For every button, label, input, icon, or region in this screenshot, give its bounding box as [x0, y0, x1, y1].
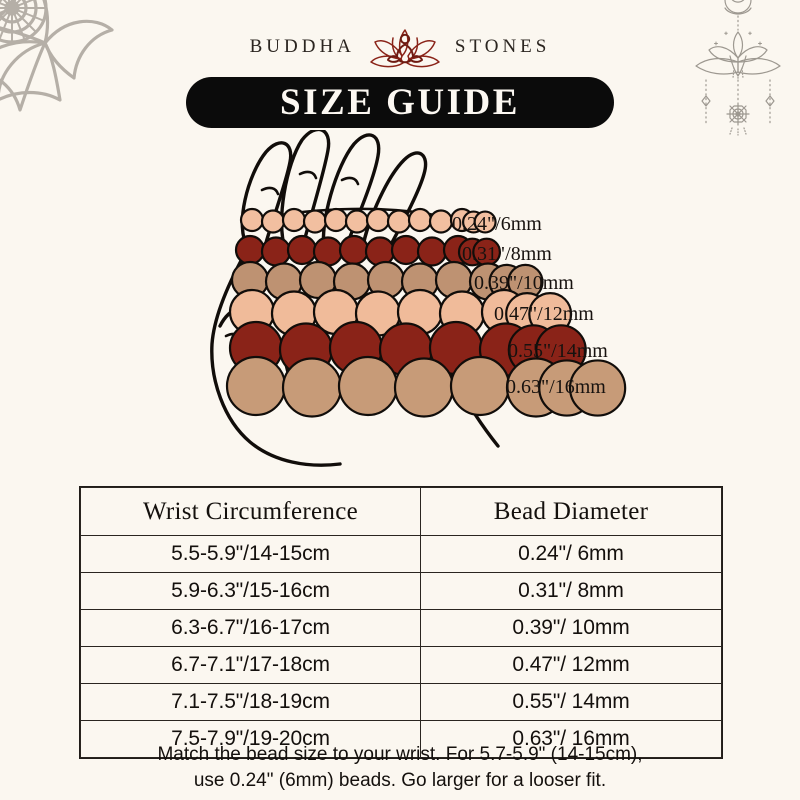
bead — [260, 209, 286, 234]
bead-diameter-cell: 0.63"/ 16mm — [420, 720, 722, 758]
bead — [234, 234, 266, 266]
table-header-cell: Bead Diameter — [420, 487, 722, 536]
bead — [338, 234, 370, 266]
bead-size-label: 0.39"/10mm — [474, 272, 574, 294]
page-title: SIZE GUIDE — [280, 82, 520, 123]
bead — [393, 357, 455, 418]
bead-size-label: 0.63"/16mm — [506, 376, 606, 398]
bead — [337, 355, 399, 417]
bracelet-bead-rows — [225, 207, 627, 418]
table-row: 7.5-7.9"/19-20cm 0.63"/ 16mm — [80, 720, 722, 758]
bead-diameter-cell: 0.31"/ 8mm — [420, 572, 722, 610]
wrist-circumference-cell: 6.7-7.1"/17-18cm — [80, 646, 421, 684]
mandala-flower-ornament-icon — [0, 0, 114, 112]
footer-line-2: use 0.24" (6mm) beads. Go larger for a l… — [193, 770, 607, 791]
brand-word-left: BUDDHA — [249, 36, 355, 57]
bead — [365, 207, 391, 233]
footer-note: Match the bead size to your wrist. For 5… — [0, 742, 800, 794]
wrist-circumference-cell: 5.9-6.3"/15-16cm — [80, 572, 421, 610]
bead — [281, 357, 343, 418]
wrist-circumference-cell: 6.3-6.7"/16-17cm — [80, 609, 421, 647]
bead-size-label: 0.31"/8mm — [462, 243, 552, 265]
brand-lockup: BUDDHA STONES — [0, 22, 800, 72]
hand-with-bracelets-illustration — [190, 130, 630, 470]
bead — [568, 359, 627, 417]
table-row: 6.3-6.7"/16-17cm 0.39"/ 10mm — [80, 609, 722, 647]
table-row: 5.5-5.9"/14-15cm 0.24"/ 6mm — [80, 535, 722, 573]
wrist-circumference-cell: 7.1-7.5"/18-19cm — [80, 683, 421, 721]
table-row: 7.1-7.5"/18-19cm 0.55"/ 14mm — [80, 683, 722, 721]
size-table: Wrist Circumference Bead Diameter 5.5-5.9"… — [79, 486, 723, 759]
bead — [323, 207, 349, 233]
size-guide-banner: SIZE GUIDE — [186, 77, 614, 128]
bead — [386, 209, 412, 234]
bead-row — [225, 355, 627, 418]
bead-diameter-cell: 0.24"/ 6mm — [420, 535, 722, 573]
table-header-cell: Wrist Circumference — [80, 487, 421, 536]
table-header-row: Wrist Circumference Bead Diameter — [80, 487, 722, 536]
bead — [428, 209, 454, 234]
wrist-circumference-cell: 5.5-5.9"/14-15cm — [80, 535, 421, 573]
bead — [260, 236, 292, 267]
bead — [302, 209, 328, 234]
table-row: 6.7-7.1"/17-18cm 0.47"/ 12mm — [80, 646, 722, 684]
bead — [449, 355, 511, 417]
bead-diameter-cell: 0.47"/ 12mm — [420, 646, 722, 684]
bead — [286, 234, 318, 266]
bead-row — [239, 207, 497, 234]
bead — [281, 207, 307, 233]
bead-size-label: 0.55"/14mm — [508, 340, 608, 362]
bead-diameter-cell: 0.39"/ 10mm — [420, 609, 722, 647]
bead — [225, 355, 287, 417]
bead — [239, 207, 265, 233]
lotus-hanging-ornament-icon — [695, 0, 781, 136]
bead-size-label: 0.47"/12mm — [494, 303, 594, 325]
table-row: 5.9-6.3"/15-16cm 0.31"/ 8mm — [80, 572, 722, 610]
bead — [407, 207, 433, 233]
bead — [416, 236, 448, 267]
bead-row — [234, 234, 502, 267]
wrist-circumference-cell: 7.5-7.9"/19-20cm — [80, 720, 421, 758]
bead-size-label: 0.24"/6mm — [452, 213, 542, 235]
lotus-meditation-figure-icon — [370, 29, 440, 68]
brand-word-right: STONES — [454, 36, 551, 57]
bead — [344, 209, 370, 234]
footer-line-1: Match the bead size to your wrist. For 5… — [157, 744, 643, 765]
bead — [390, 234, 422, 266]
bead — [473, 210, 497, 234]
bead-diameter-cell: 0.55"/ 14mm — [420, 683, 722, 721]
